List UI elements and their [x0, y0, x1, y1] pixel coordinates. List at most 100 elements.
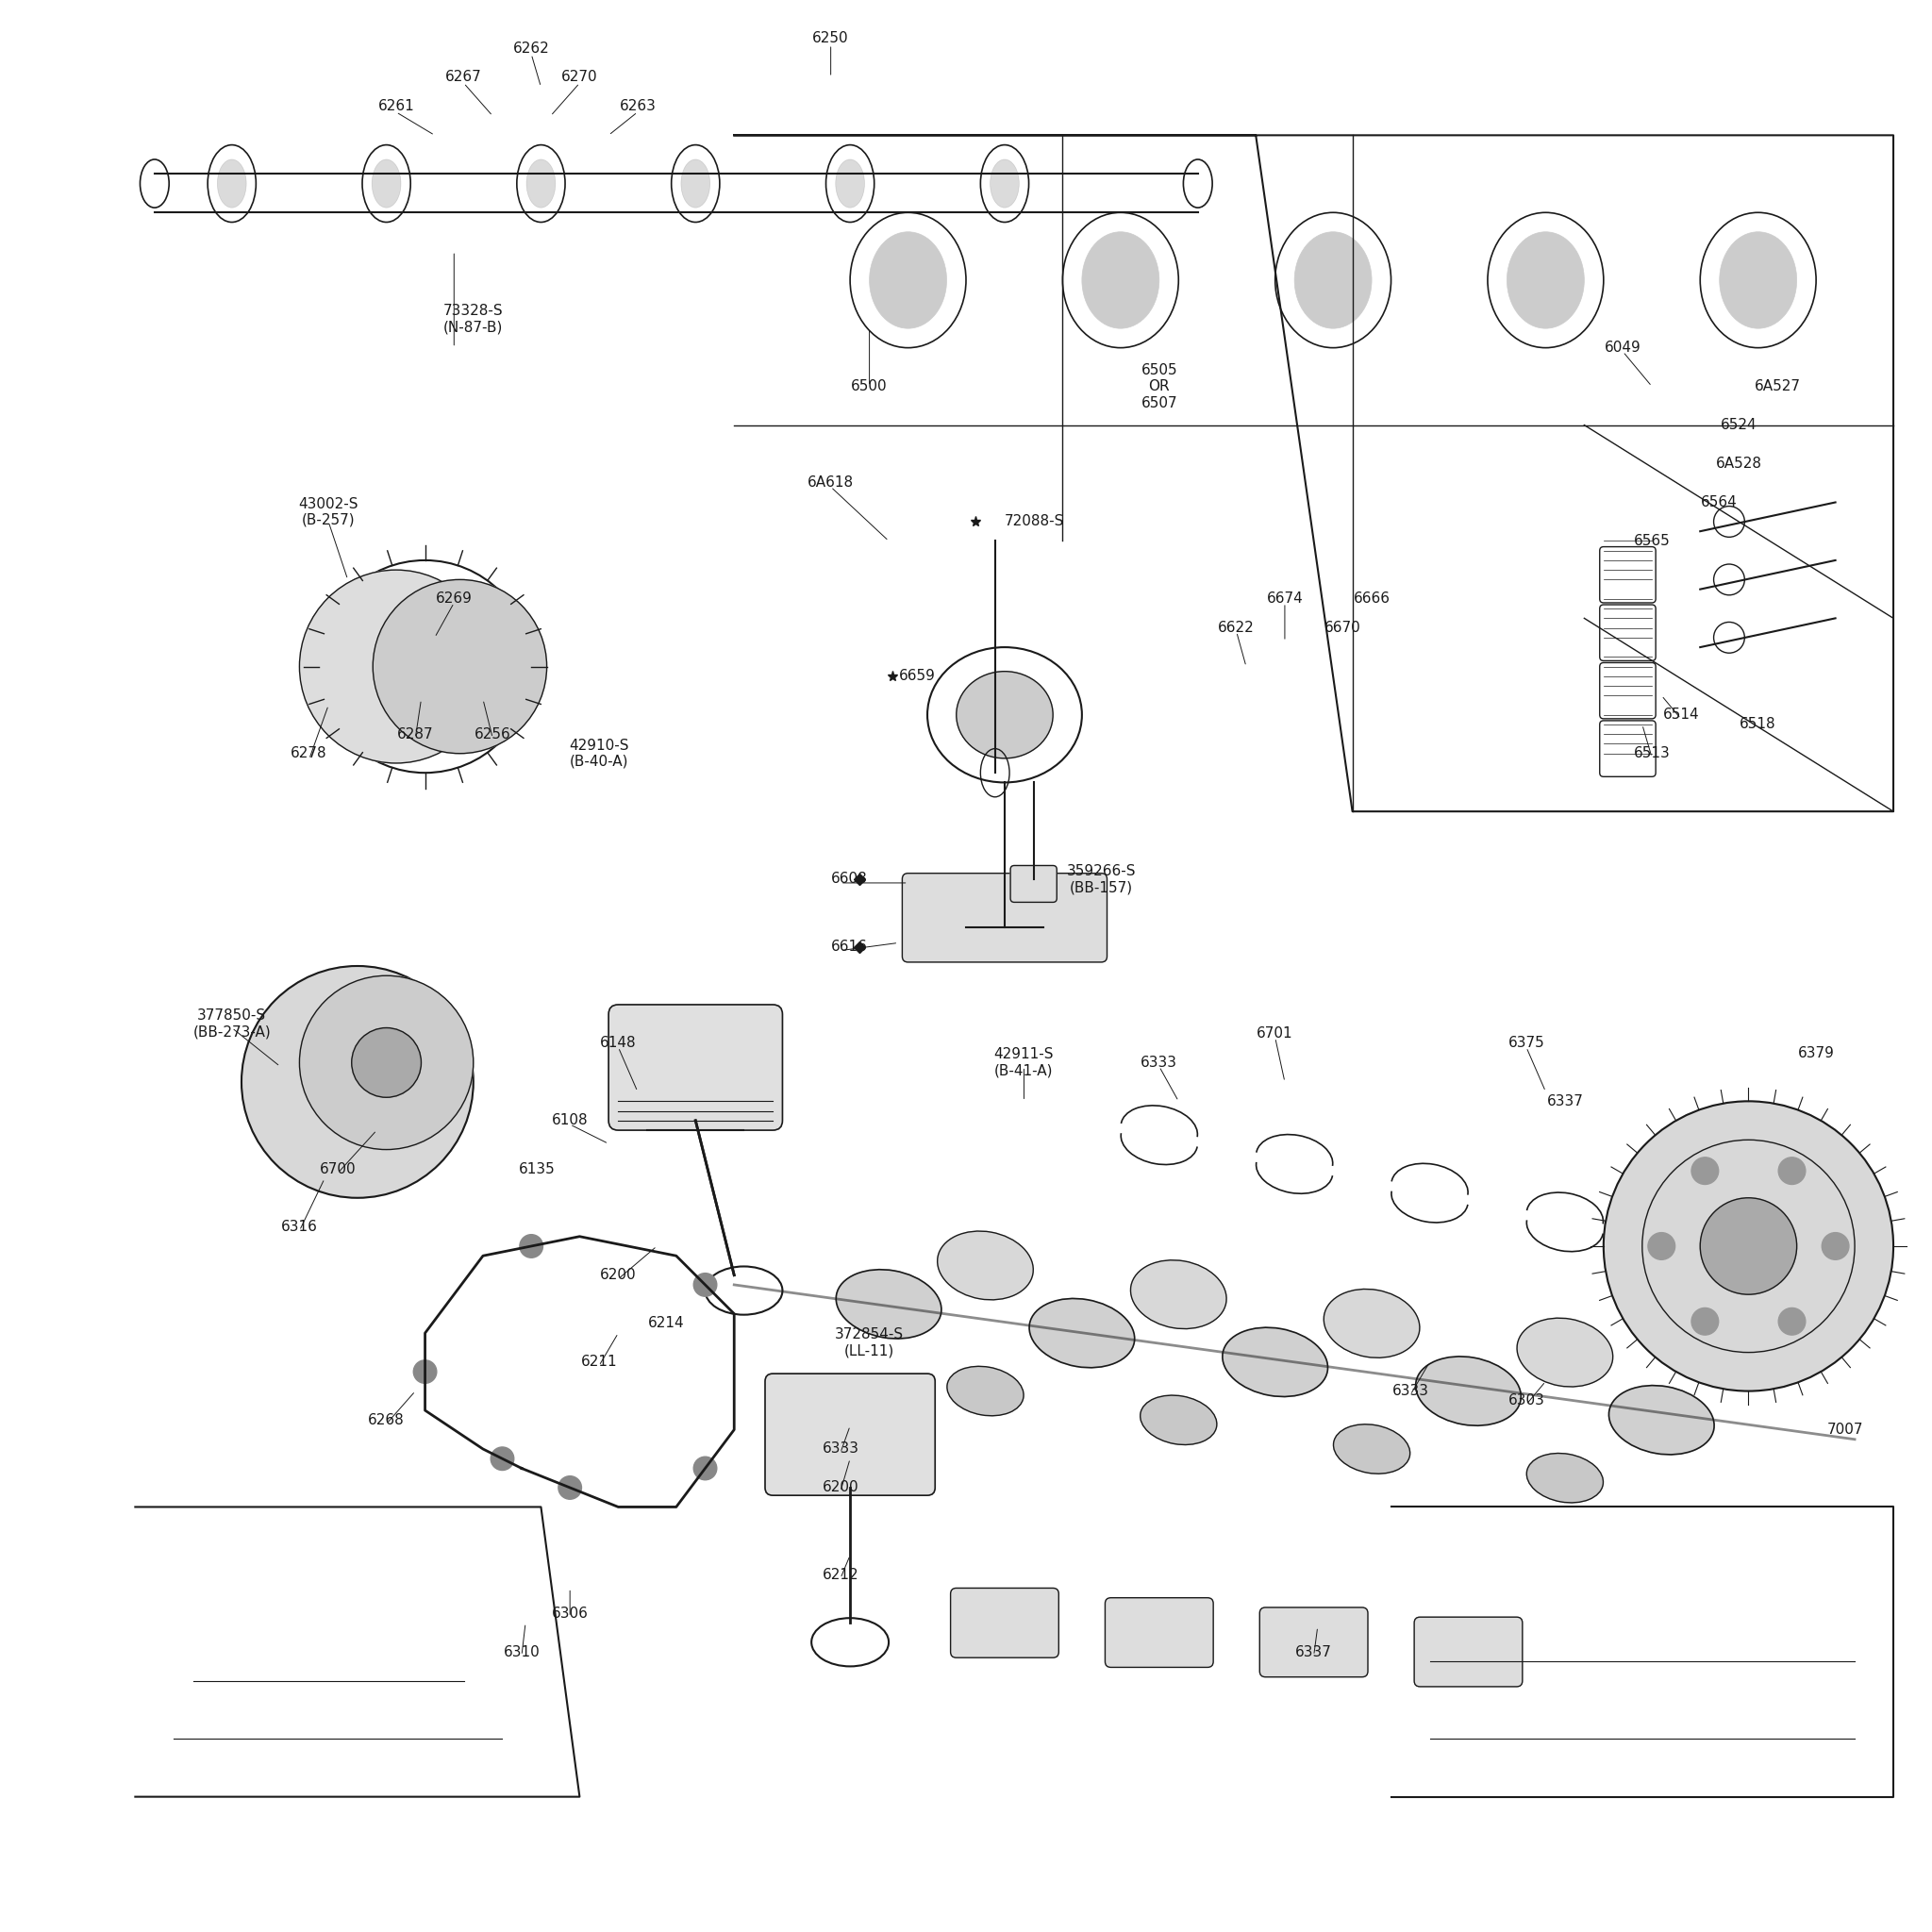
Circle shape — [694, 1457, 717, 1480]
Ellipse shape — [1719, 232, 1797, 328]
Text: 6261: 6261 — [379, 99, 413, 114]
Ellipse shape — [937, 1231, 1034, 1300]
Circle shape — [299, 570, 493, 763]
Text: 359266-S
(BB-157): 359266-S (BB-157) — [1066, 864, 1136, 895]
Circle shape — [373, 580, 547, 753]
Text: 6333: 6333 — [1391, 1383, 1430, 1399]
FancyBboxPatch shape — [1260, 1607, 1368, 1677]
FancyBboxPatch shape — [1105, 1598, 1213, 1667]
Circle shape — [1822, 1233, 1849, 1260]
Text: 6524: 6524 — [1721, 417, 1756, 433]
Text: 6306: 6306 — [553, 1605, 587, 1621]
Ellipse shape — [1030, 1298, 1134, 1368]
FancyBboxPatch shape — [951, 1588, 1059, 1658]
Text: 6310: 6310 — [504, 1644, 539, 1660]
Circle shape — [1777, 1157, 1804, 1184]
Text: 6214: 6214 — [649, 1316, 684, 1331]
Text: 6200: 6200 — [601, 1267, 636, 1283]
Text: 6670: 6670 — [1325, 620, 1360, 636]
Text: 6250: 6250 — [813, 31, 848, 46]
Text: 6A528: 6A528 — [1716, 456, 1762, 471]
Circle shape — [694, 1273, 717, 1296]
Circle shape — [1692, 1157, 1719, 1184]
Ellipse shape — [526, 160, 556, 207]
Text: 6565: 6565 — [1634, 533, 1669, 549]
Ellipse shape — [837, 1269, 941, 1339]
Circle shape — [352, 1028, 421, 1097]
Text: 6262: 6262 — [514, 41, 549, 56]
Ellipse shape — [1507, 232, 1584, 328]
FancyBboxPatch shape — [902, 873, 1107, 962]
Text: 372854-S
(LL-11): 372854-S (LL-11) — [835, 1327, 904, 1358]
Text: 6269: 6269 — [437, 591, 471, 607]
Text: 6212: 6212 — [823, 1567, 858, 1582]
Ellipse shape — [216, 160, 247, 207]
Text: 6513: 6513 — [1634, 746, 1669, 761]
Text: 6622: 6622 — [1219, 620, 1254, 636]
Ellipse shape — [947, 1366, 1024, 1416]
Text: 6211: 6211 — [582, 1354, 616, 1370]
Ellipse shape — [869, 232, 947, 328]
Text: 6337: 6337 — [1548, 1094, 1582, 1109]
Text: 6379: 6379 — [1799, 1045, 1833, 1061]
Circle shape — [1604, 1101, 1893, 1391]
Text: 43002-S
(B-257): 43002-S (B-257) — [298, 497, 359, 527]
Text: 6135: 6135 — [520, 1161, 554, 1177]
Text: 6500: 6500 — [852, 379, 887, 394]
Text: 6200: 6200 — [823, 1480, 858, 1495]
Text: 6616: 6616 — [831, 939, 867, 954]
Text: 42910-S
(B-40-A): 42910-S (B-40-A) — [568, 738, 630, 769]
Text: 6564: 6564 — [1702, 495, 1737, 510]
Ellipse shape — [1140, 1395, 1217, 1445]
Text: 6333: 6333 — [821, 1441, 860, 1457]
Text: 6278: 6278 — [292, 746, 327, 761]
Circle shape — [558, 1476, 582, 1499]
Circle shape — [242, 966, 473, 1198]
Ellipse shape — [1526, 1453, 1604, 1503]
Text: 72088-S: 72088-S — [1005, 514, 1065, 529]
Circle shape — [299, 976, 473, 1150]
Text: 6049: 6049 — [1605, 340, 1640, 355]
Ellipse shape — [835, 160, 866, 207]
Text: 6337: 6337 — [1296, 1644, 1331, 1660]
Circle shape — [1648, 1233, 1675, 1260]
Text: 6256: 6256 — [475, 726, 510, 742]
Text: 6674: 6674 — [1267, 591, 1302, 607]
Text: 6518: 6518 — [1741, 717, 1776, 732]
Text: 6333: 6333 — [1140, 1055, 1179, 1070]
Circle shape — [1700, 1198, 1797, 1294]
Ellipse shape — [1294, 232, 1372, 328]
Text: 6659: 6659 — [900, 668, 935, 684]
Text: 6268: 6268 — [369, 1412, 404, 1428]
Text: 6514: 6514 — [1663, 707, 1698, 723]
FancyBboxPatch shape — [1414, 1617, 1522, 1687]
Circle shape — [413, 1360, 437, 1383]
Ellipse shape — [371, 160, 402, 207]
Ellipse shape — [1082, 232, 1159, 328]
FancyBboxPatch shape — [609, 1005, 782, 1130]
Ellipse shape — [1517, 1318, 1613, 1387]
Text: 6375: 6375 — [1509, 1036, 1544, 1051]
Text: 6608: 6608 — [831, 871, 867, 887]
Text: 6108: 6108 — [553, 1113, 587, 1128]
Text: 6148: 6148 — [601, 1036, 636, 1051]
Text: 6303: 6303 — [1509, 1393, 1544, 1408]
Text: 6A527: 6A527 — [1754, 379, 1801, 394]
Ellipse shape — [1223, 1327, 1327, 1397]
FancyBboxPatch shape — [1010, 866, 1057, 902]
Circle shape — [406, 647, 444, 686]
Text: 6287: 6287 — [398, 726, 433, 742]
Text: 6316: 6316 — [282, 1219, 317, 1235]
Text: 6263: 6263 — [620, 99, 655, 114]
Text: 377850-S
(BB-273-A): 377850-S (BB-273-A) — [193, 1009, 270, 1039]
Text: 7007: 7007 — [1828, 1422, 1862, 1437]
Ellipse shape — [1416, 1356, 1520, 1426]
FancyBboxPatch shape — [765, 1374, 935, 1495]
Ellipse shape — [1130, 1260, 1227, 1329]
Text: 42911-S
(B-41-A): 42911-S (B-41-A) — [993, 1047, 1055, 1078]
Text: 6505
OR
6507: 6505 OR 6507 — [1142, 363, 1177, 410]
Text: 6270: 6270 — [562, 70, 597, 85]
Text: 6A618: 6A618 — [808, 475, 854, 491]
Text: 6701: 6701 — [1258, 1026, 1293, 1041]
Ellipse shape — [1323, 1289, 1420, 1358]
